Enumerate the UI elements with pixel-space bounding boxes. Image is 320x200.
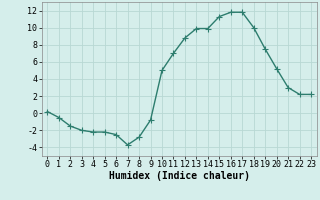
X-axis label: Humidex (Indice chaleur): Humidex (Indice chaleur)	[109, 171, 250, 181]
